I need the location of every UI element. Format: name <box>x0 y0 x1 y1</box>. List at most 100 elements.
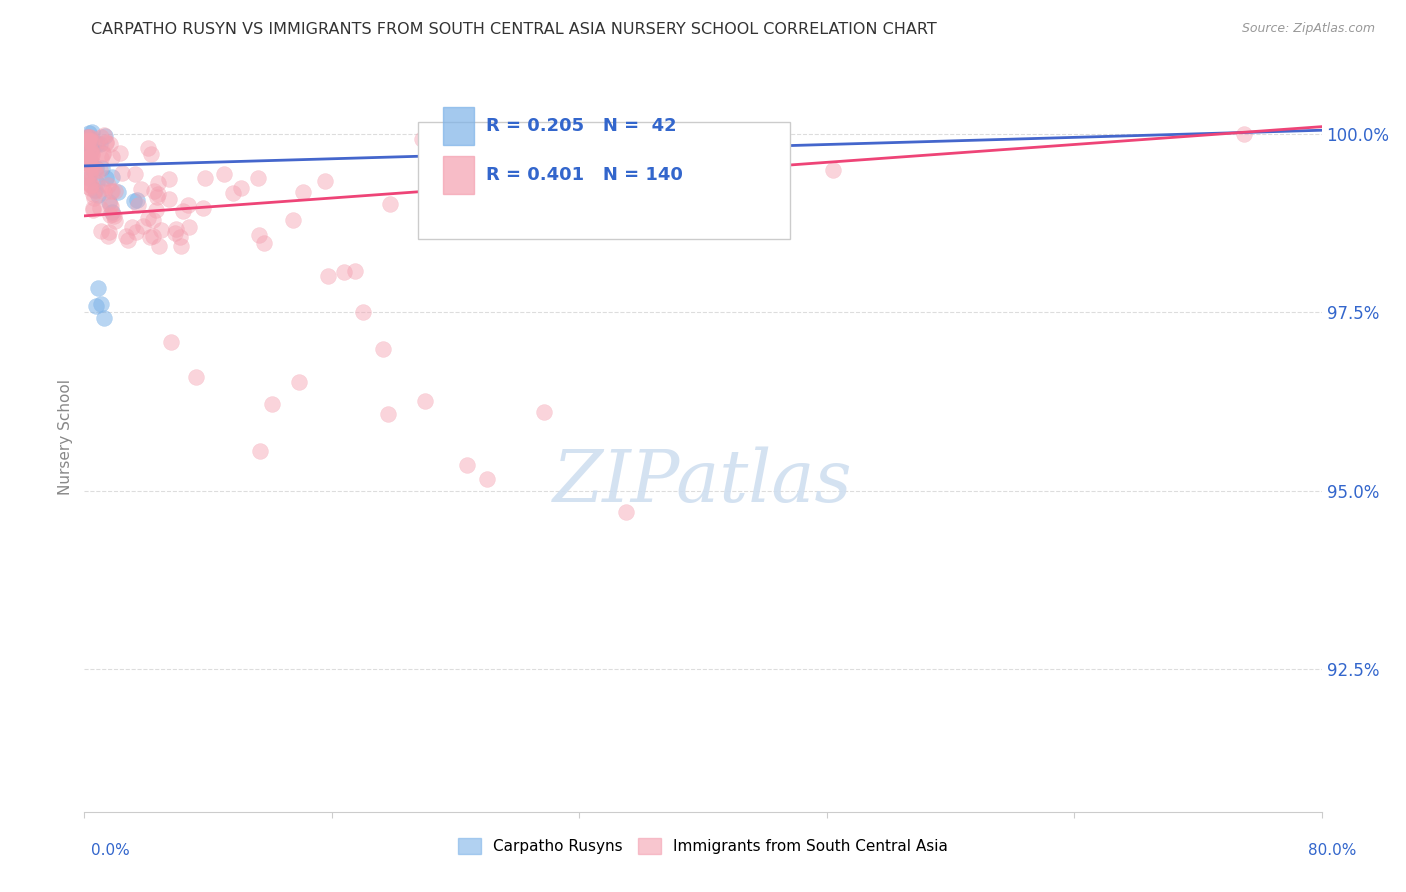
Point <box>100 150 122 164</box>
Point <box>75 153 97 167</box>
Point <box>86 136 108 151</box>
Point <box>82 186 104 201</box>
Point <box>98 137 121 152</box>
Point <box>84 164 107 178</box>
Point <box>146 186 169 201</box>
Point <box>79 149 101 163</box>
Point <box>84 136 107 151</box>
Point <box>516 222 538 236</box>
Point <box>76 142 98 156</box>
Point <box>115 229 138 244</box>
Point <box>90 151 112 165</box>
Point <box>80 125 103 139</box>
Point <box>163 226 186 240</box>
Point <box>222 186 245 201</box>
Text: R = 0.401   N = 140: R = 0.401 N = 140 <box>486 166 683 184</box>
Point <box>96 136 118 150</box>
Point <box>125 226 148 240</box>
Point <box>79 142 101 156</box>
Point <box>332 265 354 279</box>
Point <box>475 472 498 486</box>
Point <box>84 299 107 313</box>
Point <box>344 264 367 278</box>
Point <box>75 169 97 184</box>
Point <box>166 222 188 236</box>
Point <box>91 147 114 161</box>
Point <box>150 223 173 237</box>
Point <box>82 202 104 217</box>
Point <box>77 180 100 194</box>
Point <box>77 133 100 147</box>
FancyBboxPatch shape <box>419 122 790 238</box>
Point <box>148 238 170 252</box>
Point <box>82 157 104 171</box>
Point <box>96 171 118 186</box>
Point <box>79 133 101 147</box>
Point <box>79 145 101 160</box>
Point <box>79 150 101 164</box>
Text: 0.0%: 0.0% <box>91 843 131 858</box>
Point <box>90 161 112 175</box>
Point <box>281 213 304 227</box>
Point <box>79 178 101 192</box>
Point <box>98 208 121 222</box>
Point <box>132 219 155 233</box>
Point <box>79 153 101 167</box>
Point <box>177 198 200 212</box>
Point <box>75 134 97 148</box>
Point <box>101 170 124 185</box>
Point <box>80 158 103 172</box>
Point <box>253 235 276 250</box>
Point <box>214 167 236 181</box>
Point <box>101 184 124 198</box>
Point <box>84 161 107 176</box>
Text: ZIPatlas: ZIPatlas <box>553 447 853 517</box>
Point <box>79 157 101 171</box>
Point <box>77 129 100 144</box>
Point <box>124 168 146 182</box>
Point <box>101 204 124 219</box>
Point <box>75 138 97 153</box>
Point <box>76 132 98 146</box>
FancyBboxPatch shape <box>443 107 474 145</box>
Point <box>79 138 101 153</box>
Point <box>177 220 200 235</box>
Point <box>420 169 443 184</box>
Point <box>84 183 107 197</box>
Point <box>136 211 159 226</box>
Point <box>90 297 112 311</box>
Y-axis label: Nursery School: Nursery School <box>58 379 73 495</box>
Text: 80.0%: 80.0% <box>1309 843 1357 858</box>
Point <box>82 201 104 215</box>
Point <box>76 130 98 145</box>
Point <box>77 156 100 170</box>
Point <box>169 230 191 244</box>
Point <box>86 176 108 190</box>
Point <box>75 138 97 153</box>
Point <box>146 176 169 190</box>
Point <box>77 134 100 148</box>
Point <box>93 145 115 160</box>
Point <box>107 185 129 199</box>
Point <box>262 397 284 411</box>
Point <box>93 186 115 200</box>
Point <box>83 184 105 198</box>
Point <box>231 181 253 195</box>
Point <box>73 131 96 145</box>
Point <box>249 443 271 458</box>
Point <box>314 174 336 188</box>
Point <box>82 161 104 176</box>
Legend: Carpatho Rusyns, Immigrants from South Central Asia: Carpatho Rusyns, Immigrants from South C… <box>451 832 955 860</box>
Point <box>82 148 104 162</box>
Point <box>662 154 685 169</box>
Point <box>292 185 315 199</box>
Point <box>129 181 152 195</box>
Point <box>688 217 710 231</box>
Point <box>75 129 97 144</box>
Point <box>73 155 96 169</box>
Point <box>1233 127 1256 141</box>
Point <box>172 203 194 218</box>
Point <box>614 505 637 519</box>
Point <box>456 458 478 472</box>
Point <box>76 175 98 189</box>
